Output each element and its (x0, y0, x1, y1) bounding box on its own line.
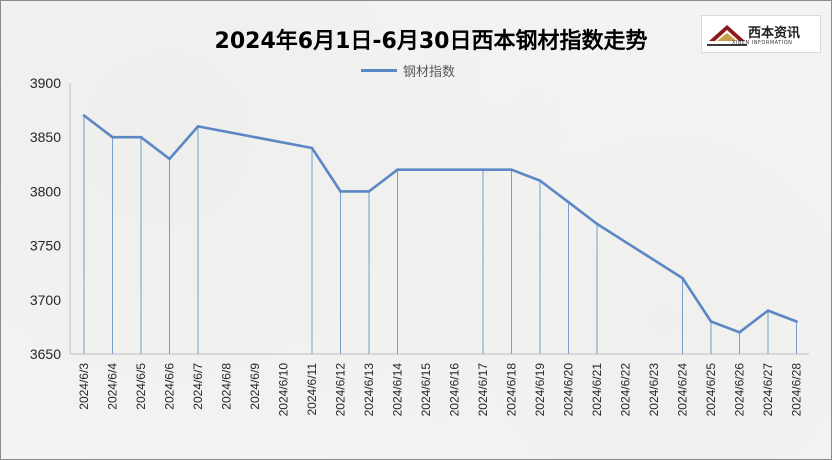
x-tick-label: 2024/6/6 (163, 363, 177, 410)
y-tick-label: 3900 (30, 75, 61, 91)
data-point (310, 146, 314, 150)
logo-mark-icon (707, 25, 747, 46)
x-tick-label: 2024/6/16 (448, 363, 462, 417)
data-point (339, 190, 342, 193)
x-tick-label: 2024/6/22 (619, 363, 633, 417)
x-tick-label: 2024/6/12 (334, 363, 348, 417)
series-line-钢材指数 (83, 114, 797, 334)
y-tick-label: 3700 (30, 292, 61, 308)
data-point (139, 135, 143, 139)
data-point (510, 168, 513, 172)
x-tick-label: 2024/6/7 (191, 363, 205, 410)
xiben-logo: 西本资讯 XIBEN INFORMATION (701, 15, 821, 53)
y-tick-label: 3800 (30, 183, 61, 199)
x-tick-label: 2024/6/8 (220, 363, 234, 410)
x-tick-label: 2024/6/4 (106, 363, 120, 410)
data-point (538, 179, 542, 182)
x-tick-label: 2024/6/20 (562, 363, 576, 417)
data-point (168, 157, 171, 161)
x-tick-label: 2024/6/13 (362, 363, 376, 417)
legend-series-swatch (361, 69, 397, 72)
data-point (367, 190, 371, 193)
data-point (196, 125, 200, 128)
x-tick-label: 2024/6/11 (305, 363, 319, 416)
y-tick-label: 3650 (30, 346, 61, 362)
x-tick-label: 2024/6/14 (391, 363, 405, 417)
y-tick-label: 3750 (30, 238, 61, 254)
x-tick-label: 2024/6/15 (419, 363, 433, 417)
x-tick-label: 2024/6/3 (77, 363, 91, 410)
data-point (481, 168, 485, 172)
data-point (82, 114, 86, 117)
logo-text: 西本资讯 (748, 26, 801, 41)
x-tick-label: 2024/6/9 (248, 363, 262, 410)
data-point (766, 309, 770, 312)
data-point (795, 320, 798, 323)
chart-title: 2024年6月1日-6月30日西本钢材指数走势 (214, 29, 648, 54)
data-point (709, 320, 713, 323)
x-tick-label: 2024/6/5 (134, 363, 148, 410)
data-point (738, 331, 741, 334)
x-tick-label: 2024/6/23 (647, 363, 661, 417)
data-point (567, 200, 570, 204)
x-tick-label: 2024/6/21 (590, 363, 604, 417)
data-point (595, 222, 599, 226)
logo-subtext: XIBEN INFORMATION (732, 40, 793, 46)
legend-series-label: 钢材指数 (403, 65, 456, 80)
x-tick-label: 2024/6/17 (476, 363, 490, 417)
x-tick-label: 2024/6/10 (277, 363, 291, 417)
data-point (396, 168, 399, 172)
x-tick-label: 2024/6/18 (505, 363, 519, 417)
data-point (111, 135, 114, 139)
y-tick-label: 3850 (30, 129, 61, 145)
x-tick-label: 2024/6/28 (790, 363, 804, 417)
x-tick-label: 2024/6/25 (704, 363, 718, 417)
x-tick-label: 2024/6/27 (761, 363, 775, 417)
x-tick-label: 2024/6/19 (533, 363, 547, 417)
x-tick-label: 2024/6/26 (733, 363, 747, 417)
data-point (681, 276, 684, 280)
x-tick-label: 2024/6/24 (676, 363, 690, 417)
